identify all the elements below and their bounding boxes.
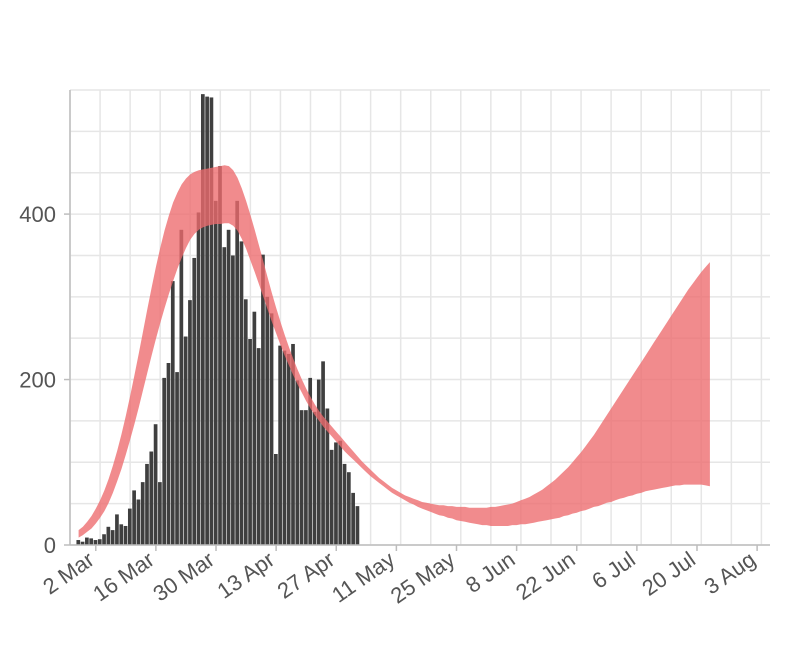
y-tick-label: 200 [19, 368, 56, 393]
y-tick-label: 0 [44, 533, 56, 558]
y-tick-label: 400 [19, 202, 56, 227]
chart-container: Lombardy 02004002 Mar16 Mar30 Mar13 Apr2… [0, 0, 800, 669]
chart-svg: 02004002 Mar16 Mar30 Mar13 Apr27 Apr11 M… [0, 0, 800, 669]
